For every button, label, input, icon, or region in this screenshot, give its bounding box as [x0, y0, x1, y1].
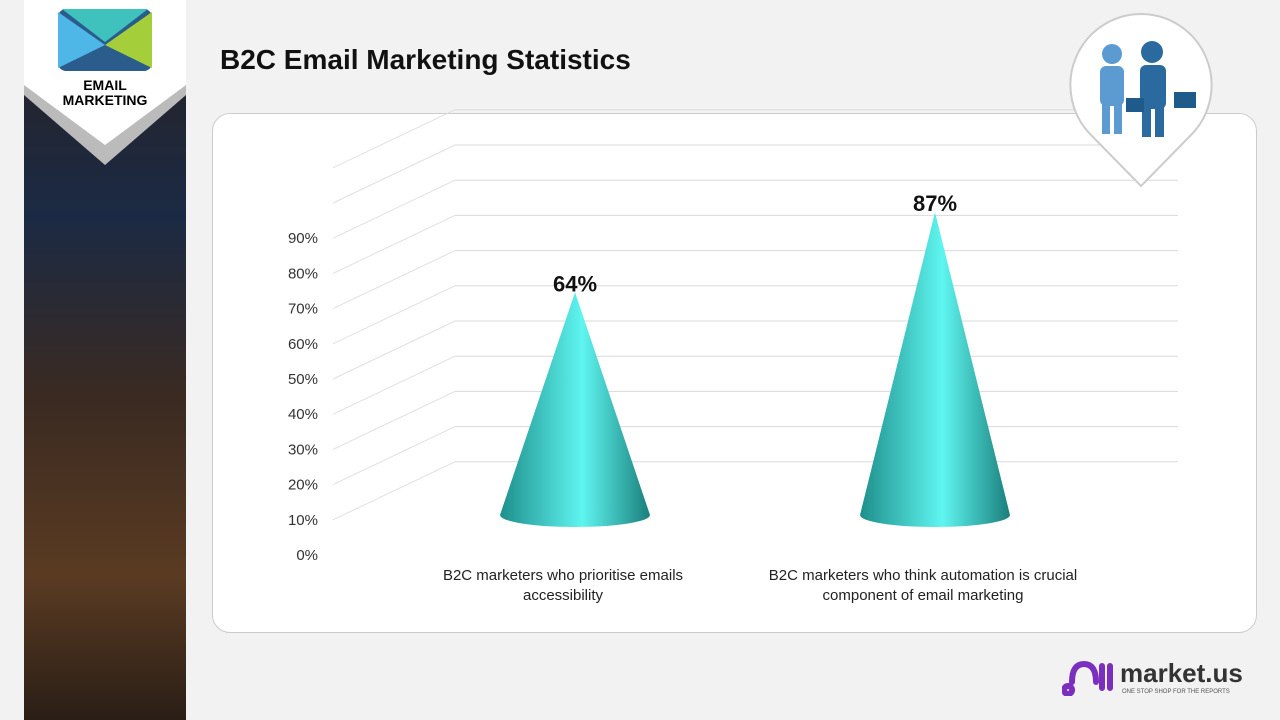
- gridline-diagonal: [332, 144, 456, 204]
- y-tick-label: 20%: [288, 477, 318, 494]
- x-category-label: B2C marketers who think automation is cr…: [768, 567, 1078, 604]
- y-tick-label: 30%: [288, 441, 318, 458]
- business-people-icon: [1069, 12, 1213, 188]
- gridline-diagonal: [332, 285, 456, 345]
- y-tick-label: 60%: [288, 336, 318, 353]
- gridline-diagonal: [332, 109, 456, 169]
- badge-line2: MARKETING: [63, 92, 148, 108]
- x-category-label: B2C marketers who prioritise emails acce…: [442, 567, 684, 604]
- svg-text:market.us: market.us: [1120, 658, 1243, 688]
- y-tick-label: 40%: [288, 406, 318, 423]
- y-tick-label: 10%: [288, 512, 318, 529]
- svg-text:ONE STOP SHOP FOR THE REPORTS: ONE STOP SHOP FOR THE REPORTS: [1122, 689, 1230, 695]
- gridline-diagonal: [332, 426, 456, 486]
- email-marketing-badge: EMAIL MARKETING: [24, 0, 186, 165]
- page-title: B2C Email Marketing Statistics: [220, 44, 631, 75]
- market-us-logo: market.us ONE STOP SHOP FOR THE REPORTS: [1061, 656, 1262, 701]
- y-tick-label: 70%: [288, 301, 318, 318]
- chart-panel: [212, 113, 1257, 633]
- gridline-diagonal: [332, 320, 456, 380]
- gridline-diagonal: [332, 355, 456, 415]
- y-tick-label: 90%: [288, 230, 318, 247]
- y-tick-label: 50%: [288, 371, 318, 388]
- cone-bar: [860, 212, 1010, 528]
- gridline-diagonal: [332, 179, 456, 239]
- envelope-icon: [58, 9, 152, 71]
- badge-line1: EMAIL: [83, 77, 127, 93]
- gridline-diagonal: [332, 461, 456, 521]
- data-label: 87%: [913, 191, 957, 216]
- cone-bar: [500, 292, 650, 527]
- y-tick-label: 80%: [288, 265, 318, 282]
- y-tick-label: 0%: [296, 547, 318, 564]
- gridline-diagonal: [332, 390, 456, 450]
- gridline-diagonal: [332, 214, 456, 274]
- data-label: 64%: [553, 271, 597, 296]
- gridline-diagonal: [332, 250, 456, 310]
